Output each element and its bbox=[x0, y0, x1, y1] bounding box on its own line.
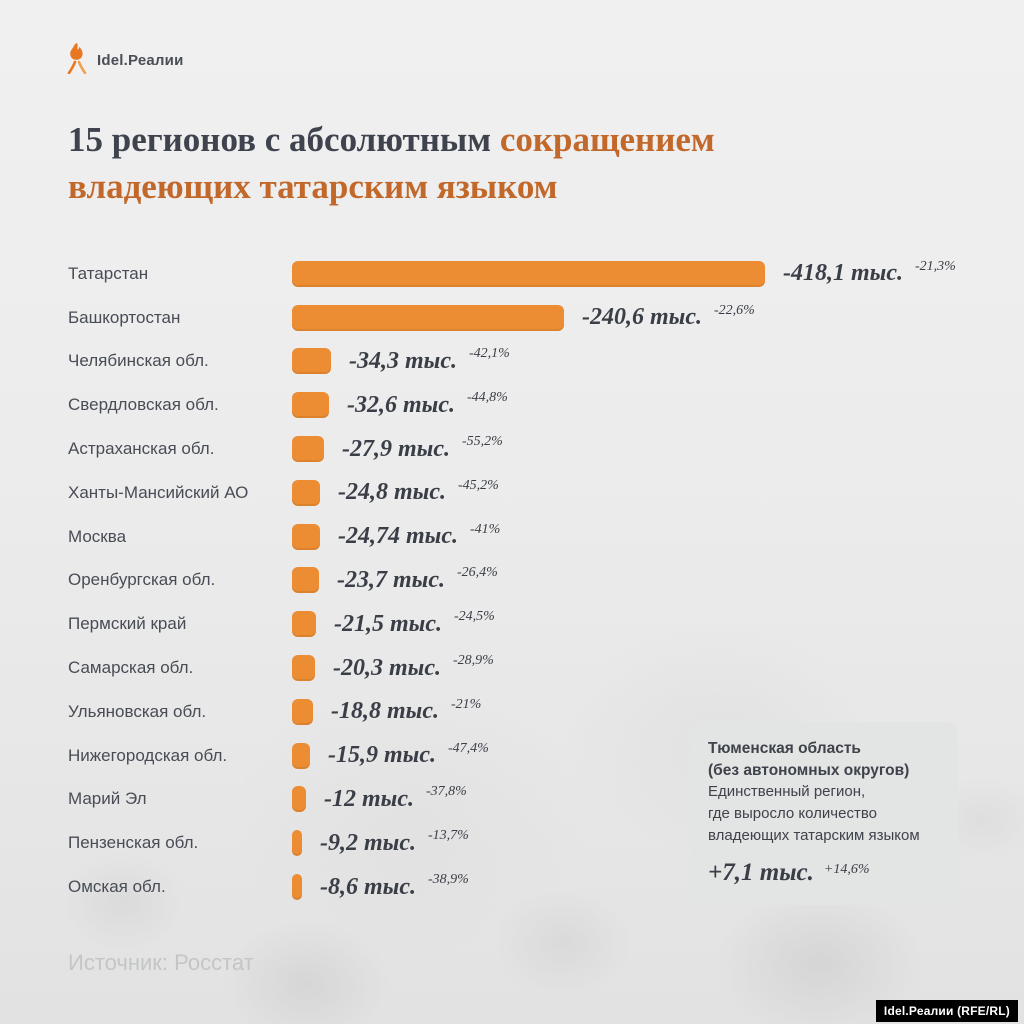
value-label: -23,7 тыс. bbox=[337, 566, 445, 593]
brand-logo: Idel.Реалии bbox=[64, 42, 184, 79]
bar bbox=[292, 698, 313, 725]
bar bbox=[292, 874, 302, 901]
chart-row: Омская обл. -8,6 тыс. -38,9% bbox=[68, 865, 988, 909]
value-label: -21,5 тыс. bbox=[334, 610, 442, 637]
bar bbox=[292, 830, 302, 857]
percent-label: -13,7% bbox=[427, 828, 469, 844]
bar bbox=[292, 742, 310, 769]
bar bbox=[292, 392, 329, 419]
percent-label: -42,1% bbox=[468, 346, 510, 362]
chart-row: Оренбургская обл. -23,7 тыс. -26,4% bbox=[68, 559, 988, 603]
region-label: Пензенская обл. bbox=[68, 833, 199, 853]
source-note: Источник: Росстат bbox=[68, 950, 254, 975]
region-label: Самарская обл. bbox=[68, 658, 194, 678]
chart-row: Татарстан -418,1 тыс. -21,3% bbox=[68, 252, 988, 296]
percent-label: -21% bbox=[450, 696, 482, 712]
bar bbox=[292, 260, 765, 287]
bar bbox=[292, 479, 320, 506]
value-label: -32,6 тыс. bbox=[347, 391, 455, 418]
bar bbox=[292, 348, 331, 375]
title-part-dark: 15 регионов с абсолютным bbox=[68, 120, 500, 159]
callout-subtitle: (без автономных округов) bbox=[708, 761, 910, 779]
chart-row: Самарская обл. -20,3 тыс. -28,9% bbox=[68, 646, 988, 690]
region-label: Оренбургская обл. bbox=[68, 570, 216, 590]
percent-label: -44,8% bbox=[466, 390, 508, 406]
value-label: -418,1 тыс. bbox=[783, 260, 903, 287]
region-label: Ханты-Мансийский АО bbox=[68, 482, 249, 502]
value-label: -15,9 тыс. bbox=[328, 742, 436, 769]
chart-row: Ханты-Мансийский АО -24,8 тыс. -45,2% bbox=[68, 471, 988, 515]
value-label: -18,8 тыс. bbox=[331, 698, 439, 725]
chart-title: 15 регионов с абсолютным сокращением влад… bbox=[68, 116, 948, 211]
region-label: Марий Эл bbox=[68, 789, 147, 809]
title-part-orange: сокращением bbox=[499, 120, 715, 159]
chart-row: Ульяновская обл. -18,8 тыс. -21% bbox=[68, 690, 988, 734]
chart-row: Свердловская обл. -32,6 тыс. -44,8% bbox=[68, 383, 988, 427]
chart-row: Челябинская обл. -34,3 тыс. -42,1% bbox=[68, 340, 988, 384]
percent-label: -38,9% bbox=[427, 872, 469, 888]
value-label: -8,6 тыс. bbox=[320, 873, 416, 900]
value-label: -12 тыс. bbox=[324, 785, 414, 812]
bar bbox=[292, 655, 315, 682]
percent-label: -45,2% bbox=[457, 477, 499, 493]
percent-label: -22,6% bbox=[713, 302, 755, 318]
chart-row: Пермский край -21,5 тыс. -24,5% bbox=[68, 602, 988, 646]
percent-label: -55,2% bbox=[461, 434, 503, 450]
callout-tyumen-box: Тюменская область (без автономных округо… bbox=[690, 722, 958, 905]
percent-label: -28,9% bbox=[452, 653, 494, 669]
region-label: Челябинская обл. bbox=[68, 351, 209, 371]
brand-wordmark: Idel.Реалии bbox=[97, 52, 184, 69]
bar bbox=[292, 304, 564, 331]
percent-label: -41% bbox=[469, 521, 501, 537]
region-label: Башкортостан bbox=[68, 307, 181, 327]
callout-body-line: где выросло количество bbox=[708, 805, 877, 823]
callout-value-label: +7,1 тыс. bbox=[708, 858, 814, 886]
chart-row: Нижегородская обл. -15,9 тыс. -47,4% bbox=[68, 734, 988, 778]
percent-label: -37,8% bbox=[425, 784, 467, 800]
bar bbox=[292, 523, 320, 550]
bar bbox=[292, 436, 324, 463]
region-label: Нижегородская обл. bbox=[68, 745, 228, 765]
callout-body-line: владеющих татарским языком bbox=[708, 826, 920, 844]
callout-body-line: Единственный регион, bbox=[708, 783, 866, 801]
value-label: -27,9 тыс. bbox=[342, 435, 450, 462]
percent-label: -26,4% bbox=[456, 565, 498, 581]
title-line2-orange: владеющих татарским языком bbox=[68, 167, 558, 207]
region-label: Ульяновская обл. bbox=[68, 701, 207, 721]
value-label: -20,3 тыс. bbox=[333, 654, 441, 681]
chart-row: Марий Эл -12 тыс. -37,8% bbox=[68, 778, 988, 822]
callout-percent-label: +14,6% bbox=[823, 861, 870, 877]
region-label: Омская обл. bbox=[68, 877, 166, 897]
chart-row: Астраханская обл. -27,9 тыс. -55,2% bbox=[68, 427, 988, 471]
callout-value: +7,1 тыс. +14,6% bbox=[708, 859, 940, 887]
value-label: -34,3 тыс. bbox=[349, 347, 457, 374]
region-label: Татарстан bbox=[68, 263, 149, 283]
value-label: -240,6 тыс. bbox=[582, 304, 702, 331]
percent-label: -47,4% bbox=[447, 740, 489, 756]
value-label: -9,2 тыс. bbox=[320, 829, 416, 856]
region-label: Пермский край bbox=[68, 614, 187, 634]
percent-label: -21,3% bbox=[914, 258, 956, 274]
credit-badge: Idel.Реалии (RFE/RL) bbox=[875, 1000, 1018, 1022]
brand-torch-icon bbox=[64, 42, 90, 79]
percent-label: -24,5% bbox=[453, 609, 495, 625]
bar bbox=[292, 611, 316, 638]
region-label: Астраханская обл. bbox=[68, 439, 215, 459]
bar bbox=[292, 786, 306, 813]
callout-title: Тюменская область bbox=[708, 740, 861, 757]
bar-chart: Татарстан -418,1 тыс. -21,3% Башкортостан -2… bbox=[68, 252, 988, 909]
bar bbox=[292, 567, 319, 594]
region-label: Москва bbox=[68, 526, 127, 546]
value-label: -24,8 тыс. bbox=[338, 479, 446, 506]
value-label: -24,74 тыс. bbox=[338, 523, 458, 550]
chart-row: Башкортостан -240,6 тыс. -22,6% bbox=[68, 296, 988, 340]
chart-row: Москва -24,74 тыс. -41% bbox=[68, 515, 988, 559]
region-label: Свердловская обл. bbox=[68, 395, 219, 415]
chart-row: Пензенская обл. -9,2 тыс. -13,7% bbox=[68, 821, 988, 865]
